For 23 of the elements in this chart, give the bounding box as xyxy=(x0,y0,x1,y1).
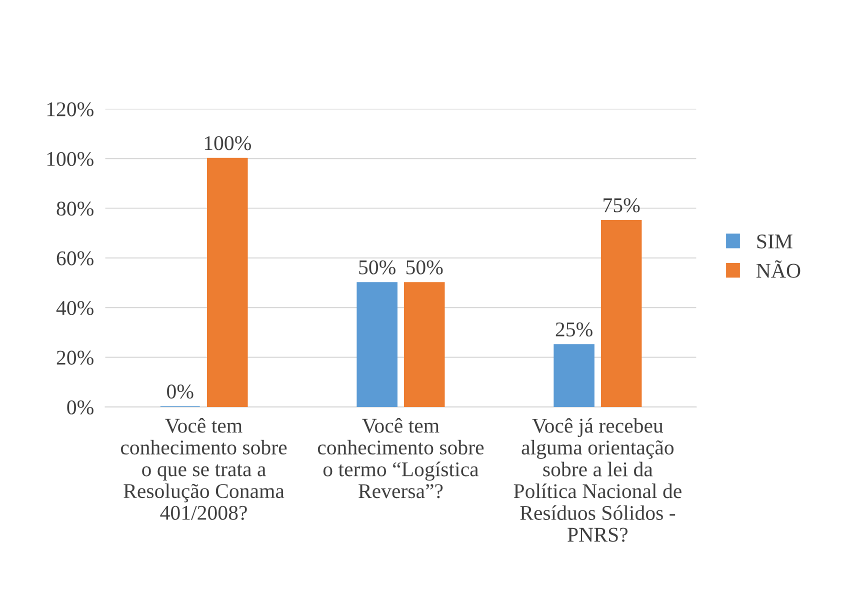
y-tick-label: 60% xyxy=(56,251,94,266)
legend-label: SIM xyxy=(757,234,792,248)
bar xyxy=(554,344,594,407)
data-label: 50% xyxy=(359,260,396,274)
x-tick-label: Você tem conhecimento sobre o termo “Logística Reversa”? xyxy=(318,418,484,498)
y-tick-label: 20% xyxy=(56,350,94,365)
bar xyxy=(356,282,398,407)
data-label: 75% xyxy=(604,198,640,212)
y-tick-label: 80% xyxy=(56,202,94,216)
y-tick-label: 100% xyxy=(47,152,94,166)
x-tick-label: Você já recebeu alguma orientação sobre a lei da Política Nacional de Resíduos Sólidos - PNRS? xyxy=(514,418,682,542)
y-tick-label: 0% xyxy=(67,400,94,414)
bar xyxy=(404,282,445,407)
y-tick-label: 40% xyxy=(56,300,94,316)
data-label: 0% xyxy=(167,384,194,399)
data-label: 50% xyxy=(406,260,443,274)
y-tick-label: 120% xyxy=(47,102,94,116)
bar xyxy=(207,158,248,407)
bar xyxy=(600,220,642,407)
data-label: 25% xyxy=(556,322,592,337)
x-tick-label: Você tem conhecimento sobre o que se trata a Resolução Conama 401/2008? xyxy=(120,418,287,520)
data-label: 100% xyxy=(204,136,251,150)
legend-label: NÃO xyxy=(756,260,800,278)
